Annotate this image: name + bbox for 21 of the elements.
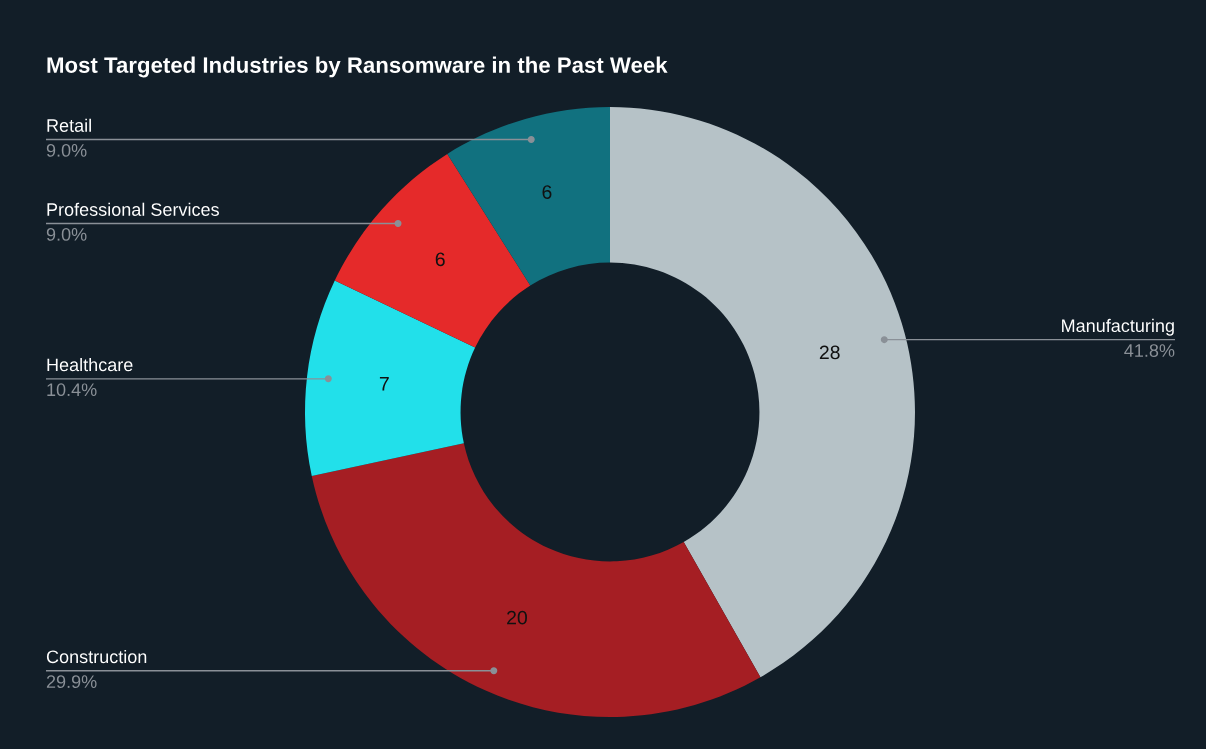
donut-slice [610,107,915,678]
slice-label: Retail [47,118,91,132]
slice-label: Professional Services [47,202,219,216]
text: 10.4% [47,383,97,397]
data-label: 6 [542,185,552,199]
text: 29.9% [46,675,97,689]
chart-title: Most Targeted Industries by Ransomware in the Past Week [47,56,668,78]
text: 41.8% [1124,344,1175,357]
data-label: 20 [507,610,527,625]
slice-label: Healthcare [47,357,133,372]
data-label: 7 [379,377,389,391]
data-label: 28 [819,345,840,360]
text: 9.0% [46,228,87,241]
data-label: 6 [435,252,445,267]
slice-label: Construction [46,649,147,664]
donut-slice [334,154,531,348]
donut-slice [311,443,761,717]
donut-slice [305,280,476,476]
slice-label: Manufacturing [1062,318,1174,336]
donut-slice [447,107,610,286]
text: 9.0% [46,143,87,157]
